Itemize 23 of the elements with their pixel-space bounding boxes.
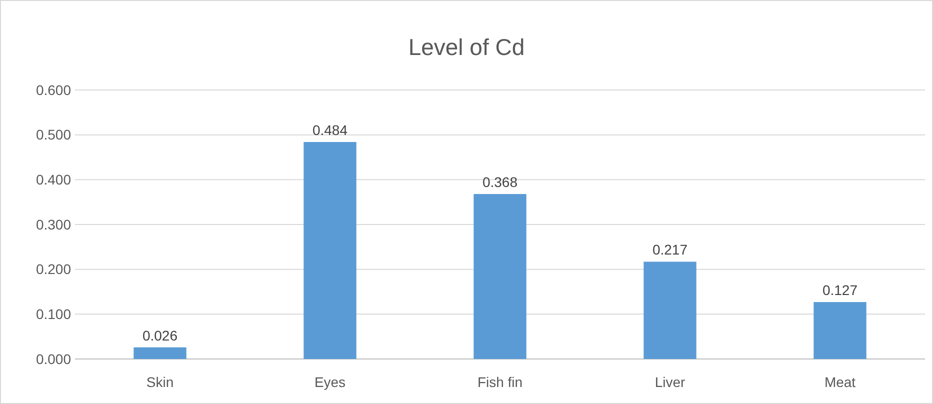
- data-label: 0.368: [482, 174, 518, 190]
- y-tick-label: 0.600: [36, 82, 72, 98]
- bar: [474, 194, 526, 359]
- data-label: 0.127: [822, 282, 858, 298]
- y-tick-label: 0.300: [36, 216, 72, 232]
- data-label: 0.484: [312, 122, 348, 138]
- x-tick-label: Liver: [654, 374, 686, 390]
- bar: [134, 347, 186, 359]
- x-tick-label: Meat: [824, 374, 856, 390]
- x-tick-label: Skin: [146, 374, 174, 390]
- bar: [644, 262, 696, 359]
- y-tick-label: 0.000: [36, 350, 72, 367]
- y-tick-label: 0.400: [36, 172, 72, 188]
- data-label: 0.026: [142, 327, 178, 344]
- bar: [814, 302, 866, 359]
- y-tick-label: 0.500: [36, 126, 72, 143]
- bar: [304, 142, 356, 359]
- chart-title: Level of Cd: [408, 34, 525, 60]
- x-tick-label: Eyes: [314, 374, 346, 390]
- x-tick-label: Fish fin: [477, 374, 523, 390]
- data-label: 0.217: [652, 242, 688, 258]
- y-tick-label: 0.100: [36, 306, 72, 322]
- y-tick-label: 0.200: [36, 261, 72, 278]
